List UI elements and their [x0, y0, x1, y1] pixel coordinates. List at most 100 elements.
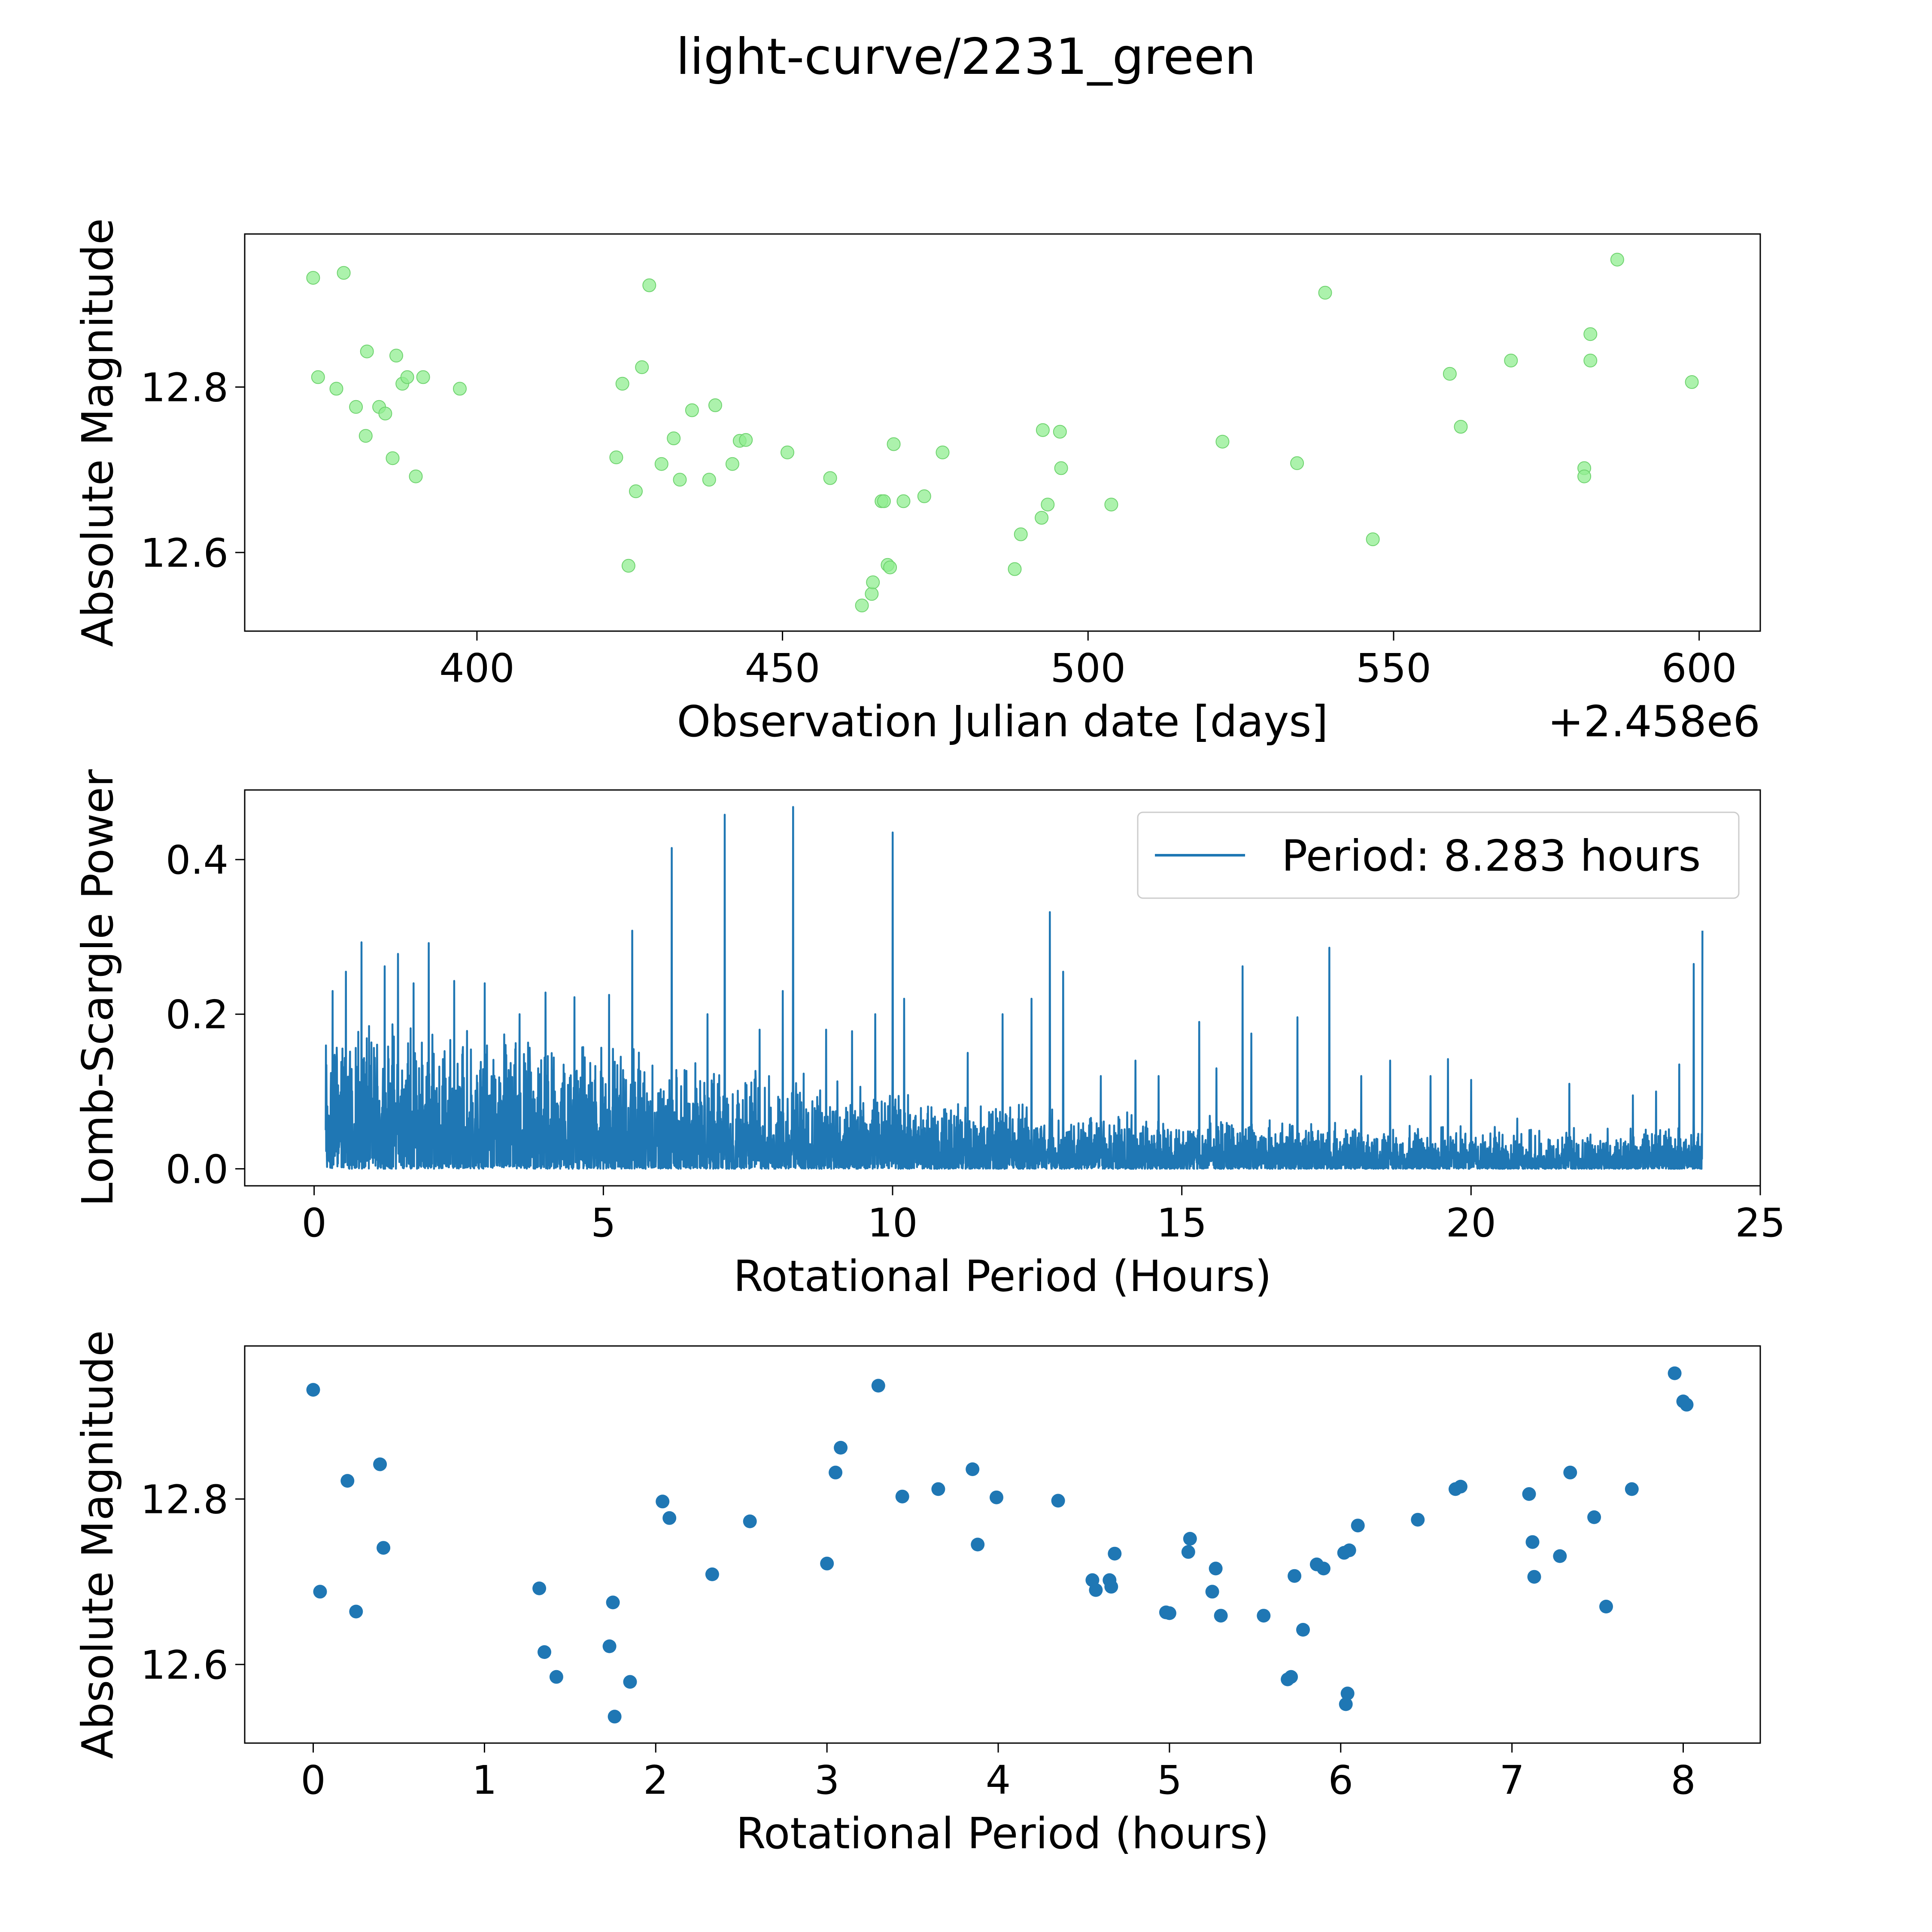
- observation-point: [1054, 461, 1068, 475]
- observation-point: [635, 360, 649, 374]
- observation-point: [358, 429, 373, 443]
- observations-x-ticks: 400 450 500 550 600: [439, 631, 1737, 691]
- folded-point: [1340, 1686, 1355, 1701]
- folded-point: [1351, 1519, 1365, 1533]
- observation-point: [1583, 353, 1598, 368]
- folded-y-axis-label: Absolute Magnitude: [73, 1330, 123, 1759]
- folded-axes-frame: [244, 1345, 1761, 1744]
- observation-point: [702, 473, 716, 487]
- folded-point: [820, 1556, 834, 1571]
- folded-point: [1454, 1479, 1467, 1494]
- folded-point: [313, 1585, 327, 1599]
- x-tick-label: 0: [301, 1757, 326, 1803]
- observation-point: [311, 370, 325, 384]
- folded-point: [538, 1645, 551, 1659]
- observations-axes-frame: [244, 233, 1761, 632]
- observations-plot-area: [306, 252, 1699, 613]
- observation-point: [621, 559, 635, 573]
- folded-point: [834, 1441, 848, 1455]
- observation-point: [896, 494, 911, 508]
- observation-point: [1035, 511, 1049, 525]
- folded-point: [532, 1581, 547, 1595]
- x-tick-label: 0: [301, 1200, 327, 1246]
- folded-point: [662, 1511, 677, 1525]
- x-tick-label: 7: [1499, 1757, 1525, 1803]
- observation-point: [349, 400, 363, 414]
- periodogram-x-axis-label: Rotational Period (Hours): [733, 1251, 1272, 1301]
- x-tick-label: 400: [439, 645, 515, 691]
- observation-point: [409, 469, 423, 483]
- observation-point: [865, 587, 879, 601]
- x-tick-label: 1: [472, 1757, 497, 1803]
- folded-point: [656, 1495, 670, 1509]
- observation-point: [855, 598, 869, 613]
- folded-point: [1284, 1670, 1298, 1684]
- observation-point: [1610, 252, 1624, 267]
- periodogram-panel: 0 5 10 15 20 25 0.0 0.2 0.4 Rotational Period (…: [73, 769, 1786, 1301]
- folded-point: [1183, 1532, 1197, 1546]
- observation-point: [667, 431, 681, 445]
- folded-point: [306, 1383, 320, 1397]
- folded-point: [549, 1670, 563, 1684]
- observation-point: [400, 370, 414, 384]
- folded-point: [1339, 1697, 1353, 1711]
- folded-point: [871, 1379, 885, 1393]
- observation-point: [615, 377, 629, 391]
- y-tick-label: 12.8: [140, 1477, 228, 1523]
- observation-point: [1008, 562, 1022, 576]
- periodogram-y-ticks: 0.0 0.2 0.4: [166, 837, 245, 1192]
- x-tick-label: 5: [591, 1200, 616, 1246]
- x-tick-label: 600: [1662, 645, 1737, 691]
- folded-point: [1411, 1513, 1425, 1527]
- observation-point: [673, 473, 687, 487]
- folded-point: [829, 1465, 843, 1479]
- folded-point: [1316, 1561, 1331, 1576]
- folded-x-ticks: 0 1 2 3 4 5 6 7 8: [301, 1743, 1696, 1803]
- observation-point: [685, 403, 699, 417]
- observation-point: [1443, 367, 1457, 381]
- periodogram-x-ticks: 0 5 10 15 20 25: [301, 1186, 1786, 1246]
- folded-point: [1209, 1561, 1223, 1576]
- folded-point: [931, 1482, 945, 1496]
- observation-point: [378, 407, 392, 421]
- observation-point: [1454, 420, 1468, 434]
- observation-point: [866, 575, 880, 589]
- x-tick-label: 5: [1157, 1757, 1182, 1803]
- observation-point: [1290, 456, 1304, 470]
- observation-point: [708, 398, 722, 412]
- folded-point: [1108, 1546, 1122, 1561]
- x-tick-label: 15: [1157, 1200, 1207, 1246]
- observation-point: [1318, 286, 1332, 300]
- x-tick-label: 450: [745, 645, 820, 691]
- folded-point: [1181, 1545, 1195, 1559]
- folded-point: [966, 1462, 980, 1476]
- observation-point: [609, 450, 623, 465]
- x-tick-label: 8: [1671, 1757, 1696, 1803]
- periodogram-axes-frame: [244, 789, 1761, 1187]
- folded-point: [1668, 1366, 1682, 1380]
- observation-point: [416, 370, 430, 384]
- folded-point: [1342, 1543, 1356, 1557]
- observations-y-ticks: 12.6 12.8: [140, 365, 245, 576]
- x-tick-label: 500: [1050, 645, 1126, 691]
- x-tick-label: 550: [1356, 645, 1431, 691]
- observation-point: [1685, 375, 1699, 389]
- folded-point: [1522, 1487, 1536, 1501]
- y-tick-label: 0.0: [166, 1146, 228, 1192]
- x-tick-label: 20: [1446, 1200, 1496, 1246]
- observation-point: [360, 344, 374, 358]
- observation-point: [386, 451, 400, 465]
- folded-point: [608, 1710, 622, 1724]
- x-tick-label: 3: [814, 1757, 840, 1803]
- folded-point: [990, 1490, 1003, 1504]
- observation-point: [453, 382, 467, 396]
- folded-y-ticks: 12.6 12.8: [140, 1477, 245, 1688]
- folded-point: [1599, 1600, 1613, 1613]
- folded-point: [349, 1604, 363, 1619]
- legend-box: [1137, 811, 1740, 899]
- observation-point: [739, 433, 753, 447]
- x-tick-label: 25: [1735, 1200, 1785, 1246]
- x-tick-label: 6: [1328, 1757, 1353, 1803]
- observations-panel: 400 450 500 550 600 12.6 12.8 Observation Jul…: [73, 218, 1761, 747]
